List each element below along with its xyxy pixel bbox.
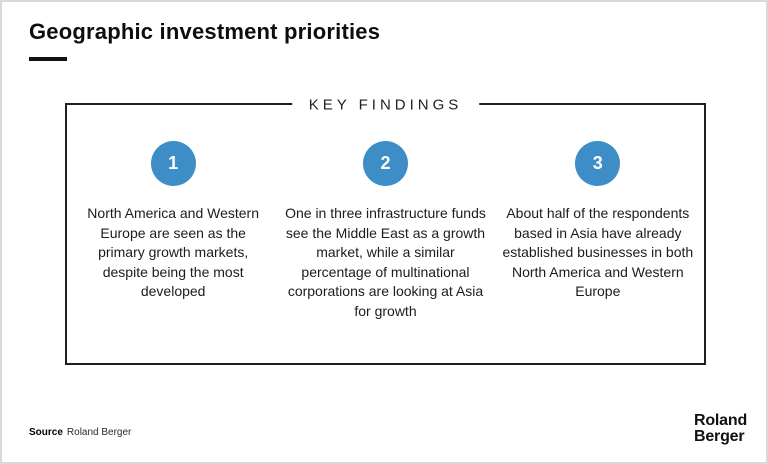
finding-number-badge: 3	[575, 141, 621, 186]
logo-line-2: Berger	[694, 428, 745, 445]
title-underline	[29, 57, 67, 61]
finding-item-3: 3 About half of the respondents based in…	[492, 141, 704, 321]
findings-columns: 1 North America and Western Europe are s…	[67, 105, 704, 321]
finding-text: About half of the respondents based in A…	[502, 205, 694, 299]
page-title: Geographic investment priorities	[29, 19, 381, 44]
finding-text: One in three infrastructure funds see th…	[285, 205, 486, 319]
key-findings-heading: KEY FINDINGS	[291, 96, 480, 114]
finding-item-1: 1 North America and Western Europe are s…	[67, 141, 279, 321]
key-findings-box: KEY FINDINGS 1 North America and Western…	[65, 96, 706, 365]
finding-number-badge: 2	[362, 141, 408, 186]
source-text: Roland Berger	[66, 427, 132, 438]
source-line: Source Roland Berger	[29, 427, 131, 438]
source-label: Source	[29, 427, 63, 438]
logo-line-1: Roland	[694, 412, 748, 429]
roland-berger-logo: Roland Berger	[694, 413, 747, 445]
finding-item-2: 2 One in three infrastructure funds see …	[279, 141, 491, 321]
finding-text: North America and Western Europe are see…	[87, 205, 260, 299]
finding-number-badge: 1	[150, 141, 196, 186]
